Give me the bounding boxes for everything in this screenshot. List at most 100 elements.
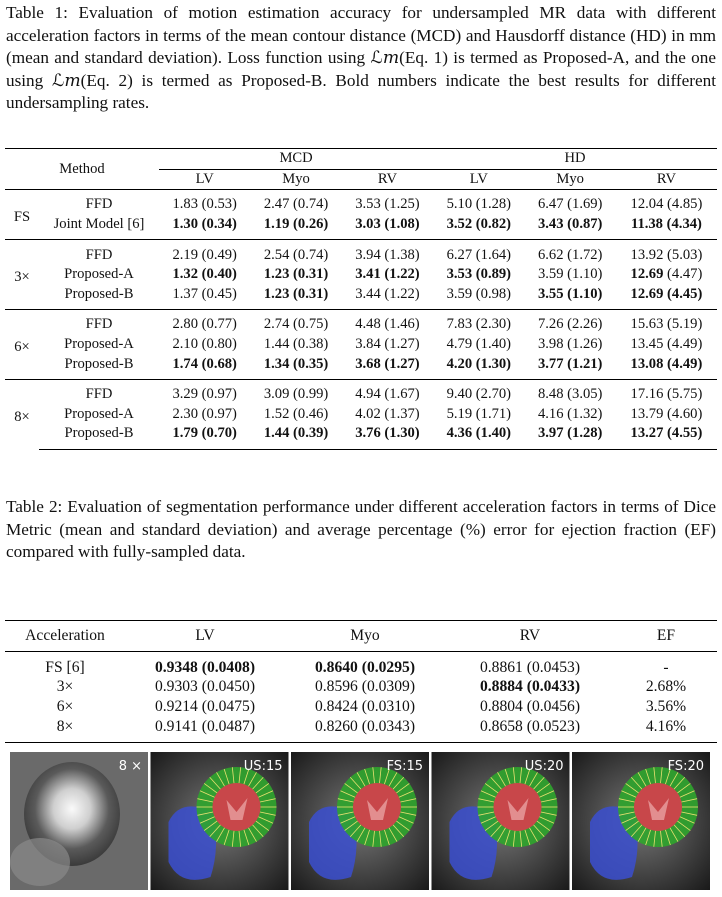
sd-value: (1.22) [384,266,420,283]
method-cell: Proposed-B [39,424,159,450]
sd-value: (0.40) [201,266,237,283]
mean-value: 1.23 [263,266,290,283]
sd-value: (0.98) [475,285,512,302]
mean-value: 2.54 [263,246,290,263]
image-panel: FS:20 [572,752,710,890]
motion-vector [660,830,663,847]
motion-vector [504,829,511,846]
panel-label: US:15 [244,759,283,774]
table-cell: 0.8424 (0.0310) [285,697,445,717]
mean-value: 15.63 [630,316,664,333]
mean-value: 1.74 [172,355,198,372]
table-row: FS [6] 0.9348 (0.0408) 0.8640 (0.0295) 0.88… [5,652,717,678]
motion-vector [478,811,495,816]
mean-value: 3.29 [172,386,198,403]
group-label: 6× [5,309,39,380]
table-row: 3× FFD 2.19 (0.49) 2.54 (0.74) 3.94 (1.38) 6.… [5,239,717,310]
motion-vector [618,811,635,816]
value-cell: 13.27 (4.55) [615,424,717,450]
mean-value: 2.74 [263,316,290,333]
motion-vector [673,777,686,790]
value-cell: 1.23 (0.31) [250,265,341,285]
row-group: FS FFD 1.83 (0.53) 2.47 (0.74) 3.53 (1.25) 5.… [5,189,717,240]
mean-value: 13.79 [630,405,664,422]
column-header: EF [615,620,717,652]
cell-text: 0.8596 (0.0309) [314,678,416,696]
value-cell: 12.69 (4.45) [616,285,717,310]
motion-vector [255,783,270,794]
value-cell: 4.79 (1.40) [433,335,524,355]
table-cell: 3× [5,678,125,698]
image-panel: FS:15 [291,752,429,890]
motion-vector [396,783,410,794]
value-cell: 1.19 (0.26) [250,215,341,240]
value-cell: 3.76 (1.30) [341,424,434,450]
mean-value: 4.20 [446,355,473,372]
mean-value: 11.38 [630,216,663,233]
group-label: FS [5,189,39,240]
sd-value: (1.10) [567,266,603,283]
sd-value: (1.30) [384,425,420,442]
motion-vector [259,811,276,816]
sd-value: (4.34) [666,216,702,233]
mean-value: 3.43 [537,216,564,233]
motion-vector [238,767,242,784]
motion-vector [259,798,276,803]
table-cell: 0.9141 (0.0487) [125,716,285,744]
sd-value: (0.74) [293,196,329,213]
motion-vector [637,772,647,787]
column-header: LV [159,169,251,191]
motion-vector [398,816,414,824]
value-cell: 2.10 (0.80) [159,335,250,355]
mean-value: 2.19 [172,246,198,263]
motion-vector [645,768,651,785]
motion-vector [337,798,354,803]
cell-text: 0.9348 (0.0408) [154,658,256,676]
value-cell: 3.59 (0.98) [433,285,524,310]
value-cell: 6.62 (1.72) [524,239,616,265]
motion-vector [398,790,414,798]
cell-text: - [663,658,669,676]
motion-vector [340,790,356,798]
motion-vector [337,811,354,816]
mean-value: 3.41 [355,266,381,283]
motion-vector [536,820,551,831]
motion-vector [197,798,214,803]
value-cell: 1.34 (0.35) [250,354,341,379]
motion-vector [512,830,516,847]
value-cell: 2.74 (0.75) [250,309,342,335]
value-cell: 13.79 (4.60) [616,405,717,425]
motion-vector [388,827,398,842]
mean-value: 13.45 [630,336,664,353]
image-panel: US:20 [431,752,570,890]
column-header: LV [433,169,525,191]
cell-text: 0.9214 (0.0475) [154,697,256,715]
cell-text: 6× [56,697,74,715]
mean-value: 1.37 [172,285,198,302]
cell-text: 0.9141 (0.0487) [154,717,256,735]
sd-value: (1.69) [567,196,603,213]
sd-value: (0.87) [567,216,603,233]
sd-value: (1.10) [567,285,603,302]
column-header: LV [125,620,285,652]
table-cell: FS [6] [5,652,125,678]
sd-value: (1.72) [567,246,603,263]
method-cell: FFD [39,239,159,265]
mean-value: 13.27 [630,425,664,442]
value-cell: 1.37 (0.45) [159,285,250,310]
mean-value: 6.47 [537,196,564,213]
sd-value: (0.45) [201,285,237,302]
cell-text: 0.8861 (0.0453) [479,658,581,676]
mean-value: 5.10 [446,196,473,213]
lv-segmentation [353,783,401,831]
sd-value: (4.60) [667,405,703,422]
motion-vector [645,829,651,846]
mean-value: 3.98 [537,336,564,353]
value-cell: 1.52 (0.46) [250,405,341,425]
sd-value: (4.47) [667,266,703,283]
cell-text: 0.8424 (0.0310) [314,697,416,715]
method-cell: Proposed-A [64,336,134,353]
motion-vector [356,772,366,787]
value-cell: 3.55 (1.10) [525,285,616,310]
sd-value: (0.70) [201,425,237,442]
